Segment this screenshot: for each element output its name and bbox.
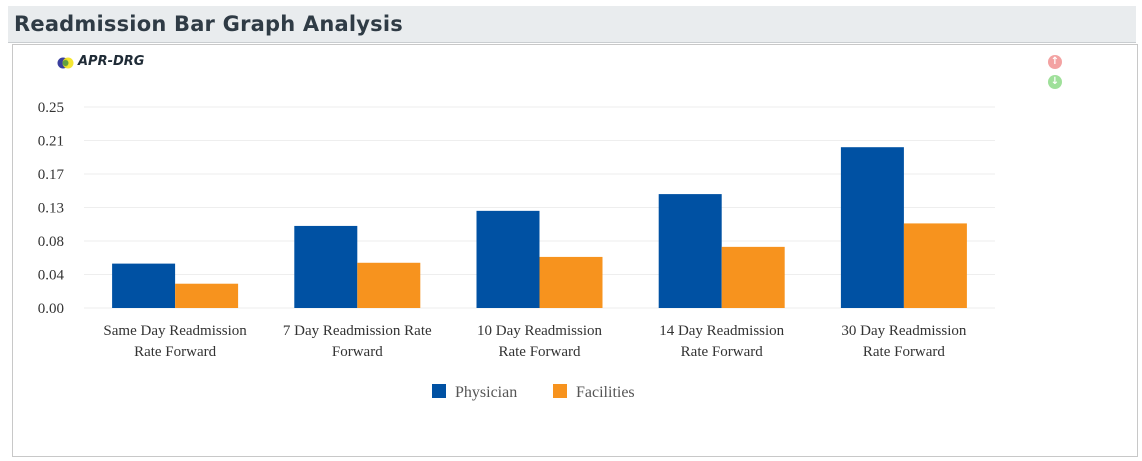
- x-category-label: 14 Day Readmission Rate Forward: [659, 323, 784, 360]
- apr-drg-logo-icon: [57, 54, 79, 72]
- y-tick-label: 0.17: [38, 167, 65, 183]
- x-category-label-line: 30 Day Readmission: [841, 323, 966, 339]
- page-title: Readmission Bar Graph Analysis: [14, 12, 403, 36]
- x-category-label-line: 7 Day Readmission Rate: [283, 323, 432, 339]
- x-category-label-line: Forward: [332, 344, 383, 360]
- legend: Physician Facilities: [432, 384, 635, 401]
- chart-header-label: APR-DRG: [78, 54, 145, 69]
- bar-physician-3[interactable]: [658, 194, 722, 308]
- legend-swatch-facilities[interactable]: [553, 384, 567, 398]
- y-tick-label: 0.25: [38, 100, 64, 116]
- y-tick-label: 0.13: [38, 201, 64, 217]
- bar-physician-1[interactable]: [294, 225, 358, 308]
- x-category-label: 10 Day Readmission Rate Forward: [477, 323, 602, 360]
- x-category-label-line: 14 Day Readmission: [659, 323, 784, 339]
- x-category-label: 7 Day Readmission Rate Forward: [283, 323, 432, 360]
- x-category-label: 30 Day Readmission Rate Forward: [841, 323, 966, 360]
- bar-facilities-0[interactable]: [175, 283, 239, 308]
- header-bar: Readmission Bar Graph Analysis: [8, 6, 1136, 43]
- bar-facilities-3[interactable]: [721, 246, 785, 308]
- y-axis-ticks: 0.00 0.04 0.08 0.13 0.17 0.21 0.25: [38, 100, 65, 317]
- legend-label-facilities[interactable]: Facilities: [576, 384, 635, 401]
- legend-swatch-physician[interactable]: [432, 384, 446, 398]
- bar-facilities-2[interactable]: [539, 256, 603, 308]
- y-tick-label: 0.08: [38, 234, 64, 250]
- x-category-label-line: Rate Forward: [863, 344, 946, 360]
- x-category-label-line: Rate Forward: [498, 344, 581, 360]
- arrow-down-circle-icon[interactable]: ↓: [1048, 75, 1062, 89]
- y-tick-label: 0.21: [38, 134, 64, 150]
- legend-label-physician[interactable]: Physician: [455, 384, 517, 401]
- y-tick-label: 0.04: [38, 268, 65, 284]
- x-category-label-line: Rate Forward: [681, 344, 764, 360]
- bar-facilities-4[interactable]: [903, 223, 967, 308]
- x-axis-labels: Same Day Readmission Rate Forward 7 Day Re…: [103, 323, 966, 360]
- arrow-up-circle-icon[interactable]: ↑: [1048, 55, 1062, 69]
- bar-facilities-1[interactable]: [357, 262, 421, 308]
- x-category-label-line: Same Day Readmission: [103, 323, 247, 339]
- bar-physician-2[interactable]: [476, 210, 540, 308]
- x-category-label-line: 10 Day Readmission: [477, 323, 602, 339]
- x-category-label-line: Rate Forward: [134, 344, 217, 360]
- bars: [112, 147, 967, 308]
- bar-physician-4[interactable]: [840, 147, 904, 308]
- x-category-label: Same Day Readmission Rate Forward: [103, 323, 247, 360]
- y-tick-label: 0.00: [38, 301, 64, 317]
- bar-physician-0[interactable]: [112, 263, 176, 308]
